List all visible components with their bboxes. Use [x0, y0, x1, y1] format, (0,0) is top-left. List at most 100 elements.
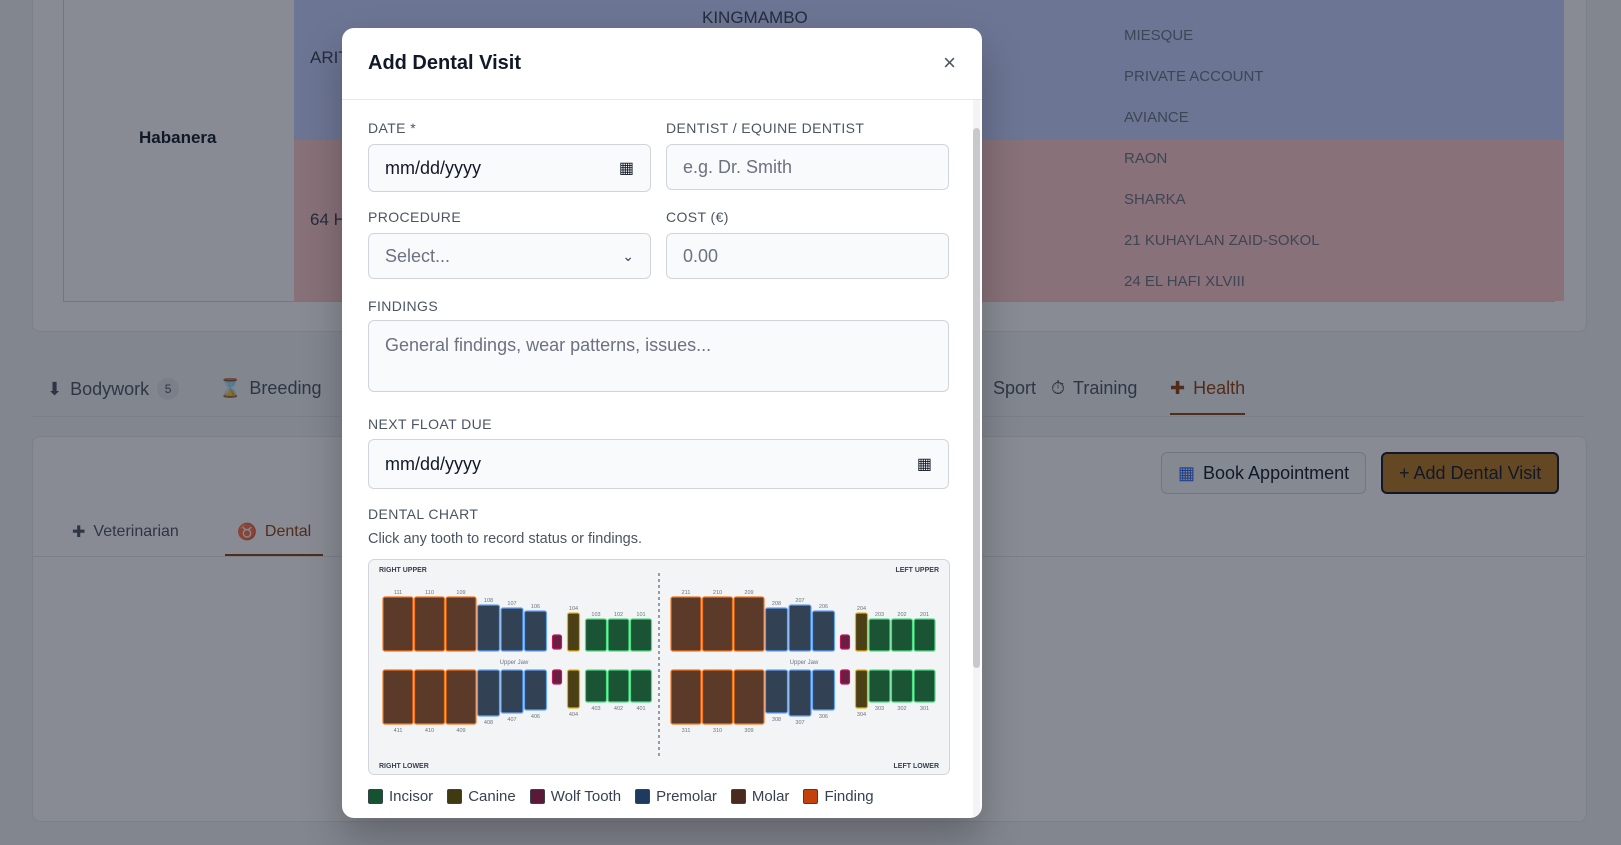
tooth-303[interactable]	[868, 669, 891, 703]
calendar-icon[interactable]: ▦	[618, 160, 634, 177]
tooth-111[interactable]	[382, 596, 414, 652]
tooth-number: 304	[857, 712, 866, 718]
chevron-down-icon: ⌄	[622, 247, 634, 264]
tooth-203[interactable]	[868, 618, 891, 652]
quadrant-label-left-upper: LEFT UPPER	[895, 567, 939, 574]
tooth-109[interactable]	[445, 596, 477, 652]
tooth-number: 306	[819, 714, 828, 720]
tooth-number: 211	[682, 590, 691, 596]
tooth-104[interactable]	[566, 612, 581, 652]
tooth-307[interactable]	[788, 669, 812, 717]
tooth-number: 108	[484, 598, 493, 604]
tooth-number: 301	[920, 706, 929, 712]
tooth-202[interactable]	[890, 618, 914, 652]
tooth-number: 406	[531, 714, 540, 720]
tooth-number: 311	[682, 728, 691, 734]
tooth-102[interactable]	[607, 618, 630, 652]
date-label: DATE *	[368, 120, 417, 136]
legend-label: Molar	[751, 788, 790, 805]
tooth-number: 210	[713, 590, 722, 596]
jaw-label: Upper Jaw	[500, 660, 529, 666]
dental-legend: Incisor Canine Wolf Tooth Premolar Molar Find…	[368, 788, 874, 805]
tooth-206[interactable]	[811, 610, 836, 652]
tooth-number: 102	[614, 612, 623, 618]
tooth-number: 109	[456, 590, 465, 596]
dental-chart-hint: Click any tooth to record status or find…	[368, 531, 643, 547]
tooth-405[interactable]	[551, 669, 563, 685]
tooth-103[interactable]	[584, 618, 608, 652]
cost-input[interactable]: 0.00	[666, 233, 949, 279]
close-icon[interactable]: ×	[943, 50, 956, 75]
legend-item: Canine	[447, 788, 516, 805]
tooth-406[interactable]	[523, 669, 548, 711]
tooth-310[interactable]	[701, 669, 734, 725]
tooth-105[interactable]	[551, 634, 563, 650]
dental-chart-label: DENTAL CHART	[368, 506, 479, 522]
findings-textarea[interactable]: General findings, wear patterns, issues.…	[368, 320, 949, 392]
tooth-210[interactable]	[701, 596, 734, 652]
tooth-107[interactable]	[500, 607, 524, 652]
date-value: mm/dd/yyyy	[385, 157, 482, 178]
tooth-number: 308	[772, 717, 781, 723]
next-float-label: NEXT FLOAT DUE	[368, 416, 492, 432]
tooth-number: 103	[591, 612, 600, 618]
tooth-401[interactable]	[629, 669, 653, 703]
tooth-106[interactable]	[523, 610, 548, 652]
tooth-205[interactable]	[839, 634, 851, 650]
legend-item: Premolar	[635, 788, 717, 805]
tooth-number: 201	[920, 612, 929, 618]
legend-item: Wolf Tooth	[529, 788, 621, 805]
tooth-108[interactable]	[476, 604, 501, 652]
cost-label: COST (€)	[666, 209, 729, 225]
tooth-207[interactable]	[788, 604, 812, 652]
modal-title: Add Dental Visit	[368, 52, 521, 74]
tooth-404[interactable]	[566, 669, 581, 709]
tooth-302[interactable]	[890, 669, 914, 703]
tooth-number: 204	[857, 606, 866, 612]
tooth-309[interactable]	[733, 669, 765, 725]
tooth-204[interactable]	[854, 612, 869, 652]
tooth-301[interactable]	[913, 669, 936, 703]
tooth-number: 110	[425, 590, 434, 596]
next-float-input[interactable]: mm/dd/yyyy ▦	[368, 439, 949, 489]
date-input[interactable]: mm/dd/yyyy ▦	[368, 144, 651, 192]
tooth-209[interactable]	[733, 596, 765, 652]
tooth-407[interactable]	[500, 669, 524, 714]
tooth-305[interactable]	[839, 669, 851, 685]
tooth-402[interactable]	[607, 669, 630, 703]
tooth-308[interactable]	[764, 669, 789, 714]
dentist-input[interactable]: e.g. Dr. Smith	[666, 144, 949, 190]
procedure-select[interactable]: Select... ⌄	[368, 233, 651, 279]
tooth-211[interactable]	[670, 596, 702, 652]
tooth-411[interactable]	[382, 669, 414, 725]
tooth-number: 403	[591, 706, 600, 712]
legend-label: Finding	[824, 788, 874, 805]
tooth-101[interactable]	[629, 618, 653, 652]
quadrant-label-right-lower: RIGHT LOWER	[379, 763, 429, 770]
legend-label: Canine	[468, 788, 516, 805]
tooth-403[interactable]	[584, 669, 608, 703]
tooth-409[interactable]	[445, 669, 477, 725]
tooth-304[interactable]	[854, 669, 869, 709]
tooth-208[interactable]	[764, 607, 789, 652]
tooth-110[interactable]	[413, 596, 446, 652]
tooth-number: 101	[636, 612, 645, 618]
tooth-number: 106	[531, 604, 540, 610]
tooth-410[interactable]	[413, 669, 446, 725]
legend-item: Molar	[730, 788, 790, 805]
tooth-201[interactable]	[913, 618, 936, 652]
tooth-number: 309	[744, 728, 753, 734]
tooth-306[interactable]	[811, 669, 836, 711]
legend-swatch	[730, 789, 746, 804]
jaw-label: Upper Jaw	[790, 660, 819, 666]
tooth-number: 107	[507, 601, 516, 607]
tooth-number: 402	[614, 706, 623, 712]
legend-item: Incisor	[368, 788, 433, 805]
tooth-number: 302	[897, 706, 906, 712]
calendar-icon[interactable]: ▦	[916, 456, 932, 473]
procedure-value: Select...	[385, 245, 451, 266]
quadrant-label-left-lower: LEFT LOWER	[894, 763, 940, 770]
tooth-311[interactable]	[670, 669, 702, 725]
scrollbar-thumb[interactable]	[973, 128, 980, 668]
tooth-408[interactable]	[476, 669, 501, 717]
